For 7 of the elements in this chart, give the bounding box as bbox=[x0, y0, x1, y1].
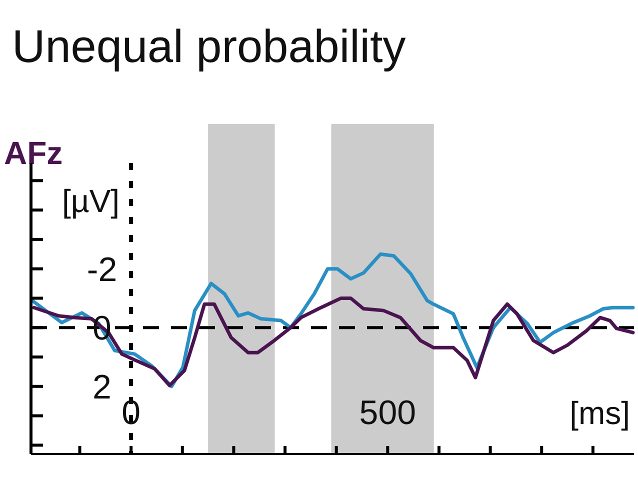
x-axis-title: [ms] bbox=[570, 395, 630, 431]
y-tick-label: 2 bbox=[92, 368, 112, 406]
chart-title: Unequal probability bbox=[12, 20, 406, 72]
chart-subtitle: AFz bbox=[4, 135, 63, 171]
y-axis-title: [µV] bbox=[62, 183, 120, 219]
y-tick-label: -2 bbox=[86, 250, 118, 289]
x-tick-label: 500 bbox=[359, 394, 416, 432]
